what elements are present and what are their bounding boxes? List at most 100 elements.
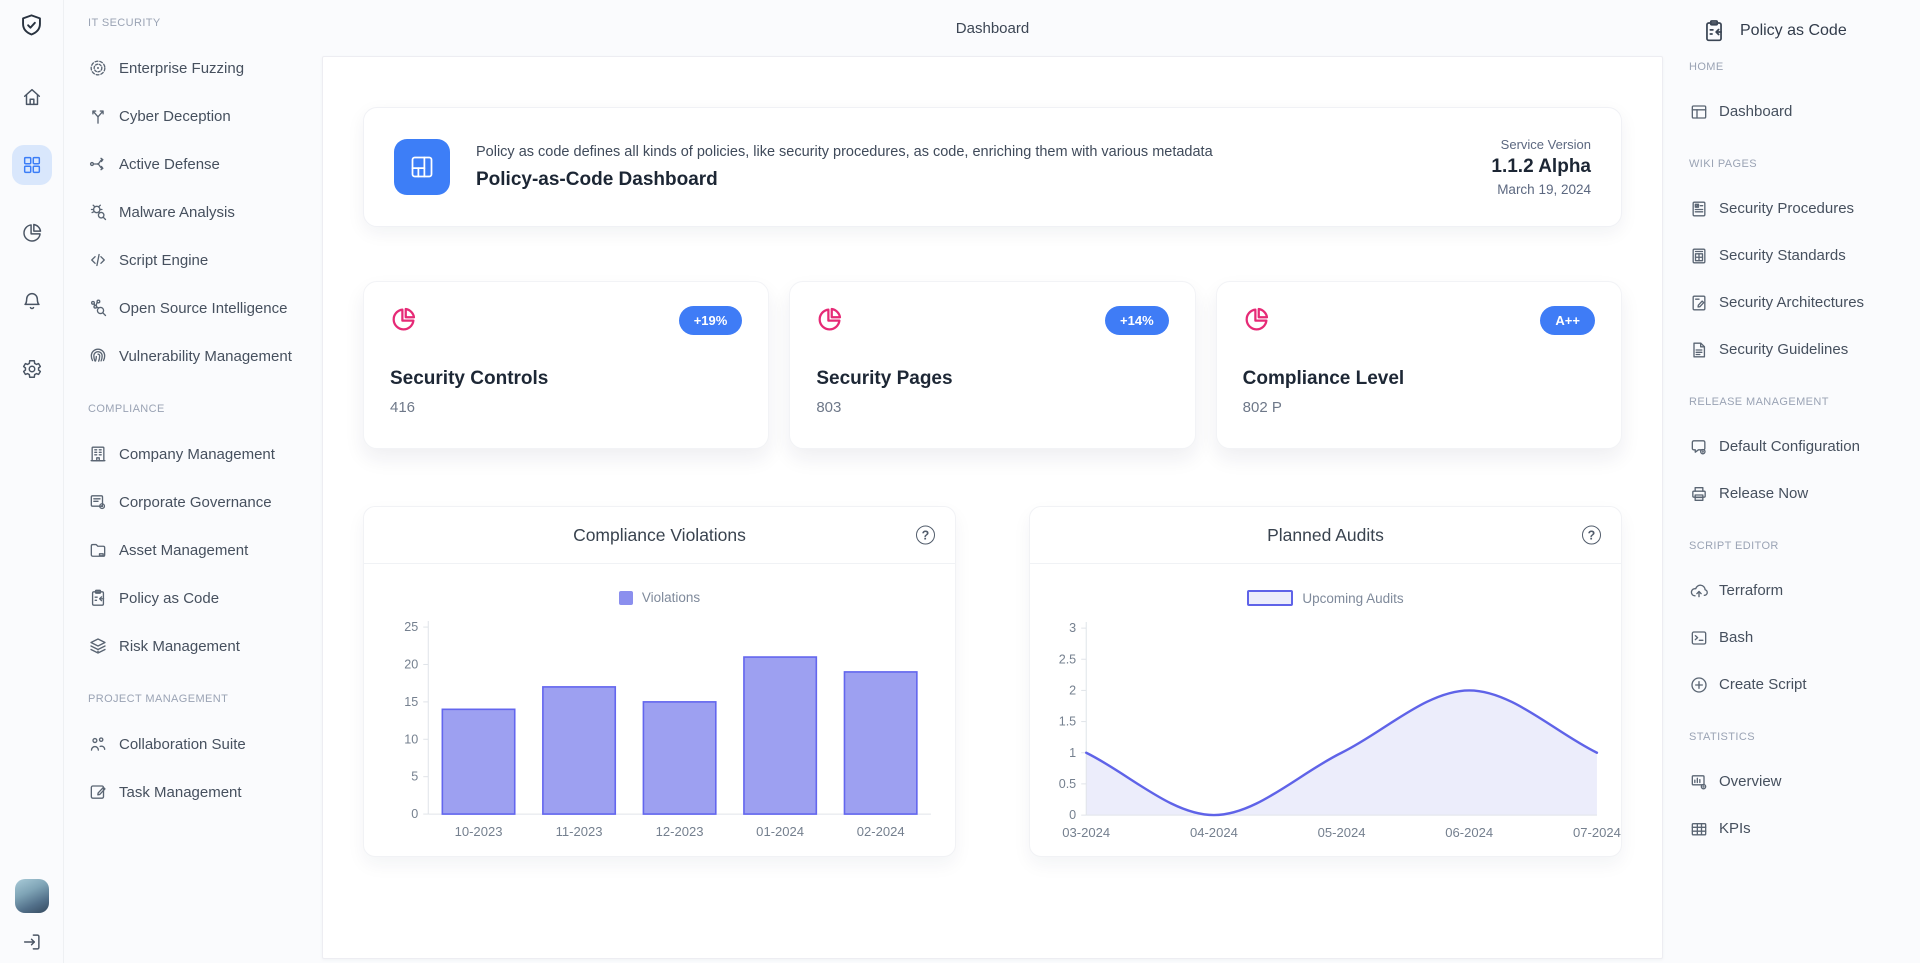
- rightbar-item-security-guidelines[interactable]: Security Guidelines: [1689, 326, 1912, 373]
- svg-text:10-2023: 10-2023: [455, 824, 503, 839]
- sidebar-item-asset-management[interactable]: Asset Management: [88, 526, 320, 574]
- bug-search-icon: [88, 202, 108, 222]
- sidebar-item-policy-as-code[interactable]: Policy as Code: [88, 574, 320, 622]
- svg-text:25: 25: [404, 620, 418, 634]
- rightbar-item-release-now[interactable]: Release Now: [1689, 470, 1912, 517]
- sidebar-item-script-engine[interactable]: Script Engine: [88, 236, 320, 284]
- chart-legend: Violations: [380, 590, 939, 605]
- nav-item-label: Open Source Intelligence: [119, 299, 288, 317]
- printer-icon: [1689, 484, 1709, 504]
- rightbar-item-bash[interactable]: Bash: [1689, 614, 1912, 661]
- svg-text:05-2024: 05-2024: [1318, 825, 1366, 840]
- legend-label: Upcoming Audits: [1302, 590, 1404, 606]
- svg-text:06-2024: 06-2024: [1445, 825, 1493, 840]
- rightbar-item-overview[interactable]: Overview: [1689, 758, 1912, 805]
- nav-item-label: Create Script: [1719, 676, 1807, 693]
- rightbar-item-default-configuration[interactable]: Default Configuration: [1689, 423, 1912, 470]
- stat-card-security-controls: +19% Security Controls 416: [363, 281, 770, 449]
- rail-notifications-button[interactable]: [12, 281, 52, 321]
- pie-chart-icon: [390, 306, 417, 333]
- rightbar-item-create-script[interactable]: Create Script: [1689, 661, 1912, 708]
- nav-item-label: Default Configuration: [1719, 438, 1860, 455]
- icon-rail: [0, 0, 64, 963]
- logout-icon[interactable]: [21, 931, 43, 953]
- nav-item-label: Collaboration Suite: [119, 735, 246, 753]
- clipboard-icon: [88, 588, 108, 608]
- stat-title: Security Pages: [816, 368, 953, 389]
- rail-apps-button[interactable]: [11, 145, 52, 185]
- nav-item-label: Terraform: [1719, 582, 1784, 599]
- svg-text:0.5: 0.5: [1059, 777, 1076, 791]
- pie-icon: [21, 222, 43, 244]
- sidebar-item-open-source-intelligence[interactable]: Open Source Intelligence: [88, 284, 320, 332]
- rail-stats-button[interactable]: [12, 213, 52, 253]
- doc-edit-icon: [1689, 293, 1709, 313]
- plus-circle-icon: [1689, 675, 1709, 695]
- chart-title: Planned Audits: [1267, 524, 1384, 545]
- sidebar-item-malware-analysis[interactable]: Malware Analysis: [88, 188, 320, 236]
- sidebar-item-active-defense[interactable]: Active Defense: [88, 140, 320, 188]
- nav-item-label: Risk Management: [119, 637, 240, 655]
- nav-item-label: Dashboard: [1719, 103, 1793, 120]
- rightbar-item-security-procedures[interactable]: Security Procedures: [1689, 185, 1912, 232]
- rightbar-sections: HOME Dashboard WIKI PAGES Security Procedur…: [1689, 60, 1912, 852]
- legend-swatch: [618, 590, 633, 605]
- service-version-date: March 19, 2024: [1497, 182, 1591, 197]
- code-icon: [88, 250, 108, 270]
- rightbar-item-kpis[interactable]: KPIs: [1689, 805, 1912, 852]
- sidebar-item-vulnerability-management[interactable]: Vulnerability Management: [88, 332, 320, 380]
- pie-chart-icon: [1243, 306, 1270, 333]
- legend-swatch: [1247, 590, 1294, 606]
- target-icon: [88, 58, 108, 78]
- doc-grid-icon: [1689, 246, 1709, 266]
- stat-card-security-pages: +14% Security Pages 803: [789, 281, 1196, 449]
- flow-icon: [88, 154, 108, 174]
- stat-badge: A++: [1540, 306, 1595, 335]
- svg-text:3: 3: [1069, 621, 1076, 635]
- stat-card-compliance-level: A++ Compliance Level 802 P: [1215, 281, 1622, 449]
- rightbar-item-terraform[interactable]: Terraform: [1689, 567, 1912, 614]
- stat-badge: +19%: [678, 306, 743, 335]
- rightbar-item-security-standards[interactable]: Security Standards: [1689, 232, 1912, 279]
- service-version-value: 1.1.2 Alpha: [1491, 156, 1591, 177]
- rightbar-section-header-script-editor: SCRIPT EDITOR: [1689, 540, 1779, 552]
- doc-check-icon: [1689, 199, 1709, 219]
- nav-item-label: Release Now: [1719, 485, 1809, 502]
- cloud-up-icon: [1689, 581, 1709, 601]
- main-area: Dashboard Policy as code defines all kin…: [320, 0, 1683, 963]
- bar-chart-plot: 0 5 10 15 20 25 10-2023 11-2023 12-2023 01-2024 02…: [404, 620, 931, 839]
- nav-item-label: Security Architectures: [1719, 294, 1865, 311]
- nav-item-label: Task Management: [119, 783, 242, 801]
- bell-icon: [21, 290, 43, 312]
- help-icon[interactable]: ?: [915, 525, 935, 545]
- sidebar-item-corporate-governance[interactable]: Corporate Governance: [88, 478, 320, 526]
- svg-text:0: 0: [411, 807, 418, 821]
- sidebar-item-cyber-deception[interactable]: Cyber Deception: [88, 92, 320, 140]
- rail-home-button[interactable]: [12, 77, 52, 117]
- chart-title: Compliance Violations: [573, 524, 746, 545]
- sidebar-item-company-management[interactable]: Company Management: [88, 430, 320, 478]
- svg-text:10: 10: [404, 732, 418, 746]
- charts-row: Compliance Violations? Violations 0 5 10 15 20…: [363, 506, 1622, 857]
- sidebar-item-task-management[interactable]: Task Management: [88, 768, 320, 816]
- stats-row: +19% Security Controls 416 +14% Security Pag…: [363, 281, 1622, 449]
- user-avatar[interactable]: [14, 879, 49, 913]
- nav-item-label: Policy as Code: [119, 589, 220, 607]
- stat-title: Compliance Level: [1242, 368, 1405, 389]
- help-icon[interactable]: ?: [1582, 525, 1601, 545]
- sidebar-item-enterprise-fuzzing[interactable]: Enterprise Fuzzing: [88, 44, 320, 92]
- gear-icon: [21, 358, 43, 380]
- rightbar-item-dashboard[interactable]: Dashboard: [1689, 88, 1912, 135]
- svg-text:04-2024: 04-2024: [1190, 825, 1238, 840]
- rail-settings-button[interactable]: [12, 349, 52, 389]
- rightbar-item-security-architectures[interactable]: Security Architectures: [1689, 279, 1912, 326]
- sidebar-item-collaboration-suite[interactable]: Collaboration Suite: [88, 720, 320, 768]
- nav-item-label: Script Engine: [119, 251, 209, 269]
- branch-icon: [88, 106, 108, 126]
- nav-item-label: Asset Management: [119, 541, 249, 559]
- right-sidebar: Policy as Code HOME Dashboard WIKI PAGES Se…: [1683, 0, 1920, 963]
- sidebar-item-risk-management[interactable]: Risk Management: [88, 622, 320, 670]
- sidebar-section-header-compliance: COMPLIANCE: [88, 403, 165, 415]
- pie-chart-icon: [816, 306, 843, 333]
- rightbar-title: Policy as Code: [1740, 22, 1847, 39]
